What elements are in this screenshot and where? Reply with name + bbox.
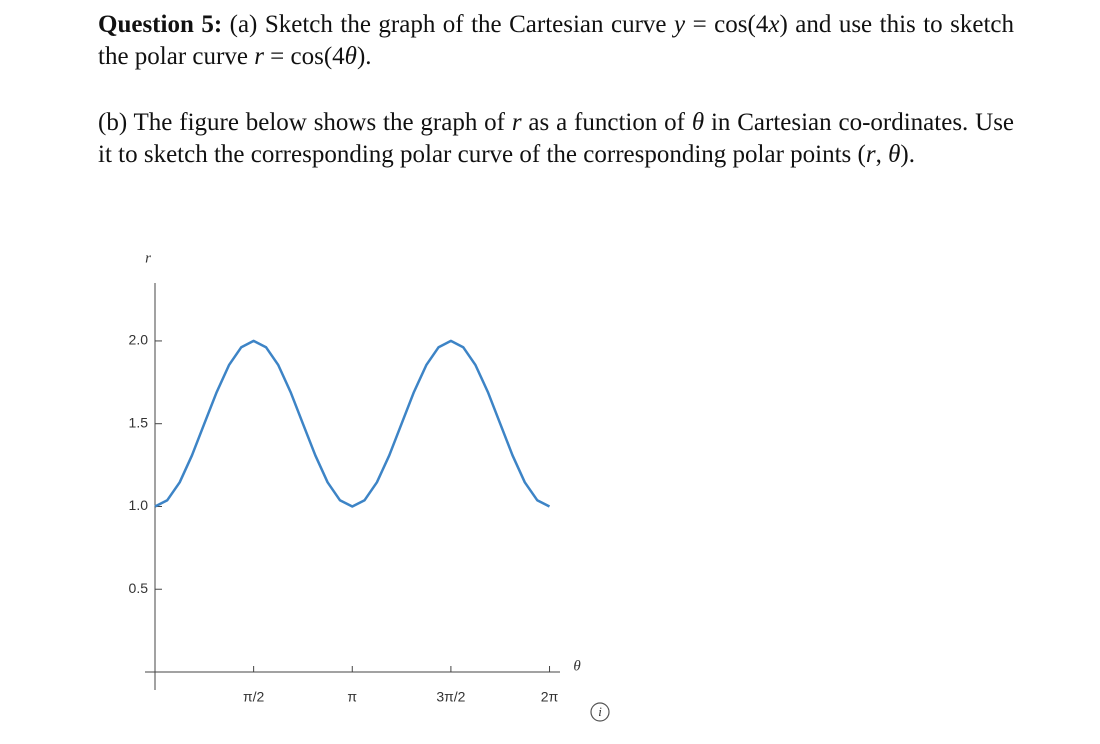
question-label: Question 5:: [98, 11, 223, 38]
math-symbol: θ: [344, 43, 357, 70]
y-axis-label: r: [145, 250, 151, 266]
part-b: (b) The figure below shows the graph of …: [98, 107, 1014, 171]
text-segment: = cos(4: [685, 11, 769, 38]
x-axis-label: θ: [573, 658, 581, 674]
x-tick-label: π: [347, 689, 357, 705]
math-symbol: r: [511, 109, 522, 136]
y-tick-label: 0.5: [129, 580, 149, 596]
math-symbol: r: [254, 43, 264, 70]
math-symbol: r: [865, 141, 876, 168]
math-symbol: y: [674, 11, 686, 38]
math-symbol: θ: [691, 109, 705, 136]
x-tick-label: 3π/2: [436, 689, 465, 705]
curve: [154, 339, 551, 508]
text-segment: (a) Sketch the graph of the Cartesian cu…: [229, 11, 675, 38]
part-a: Question 5: (a) Sketch the graph of the …: [98, 9, 1014, 73]
text-segment: = cos(4: [263, 43, 345, 70]
math-symbol: θ: [888, 141, 901, 168]
text-segment: (b) The figure below shows the graph of: [98, 109, 512, 136]
x-tick-label: 2π: [541, 689, 559, 705]
text-segment: ,: [875, 141, 889, 168]
text-segment: ).: [356, 43, 372, 70]
text-segment: in Cartesian co-ordinates. Use it to ske…: [98, 109, 1015, 168]
text-segment: as a function of: [521, 109, 692, 136]
text-segment: ).: [900, 141, 915, 168]
text-segment: ) and use this to sketch the polar curve: [98, 11, 1015, 70]
x-tick-label: π/2: [243, 689, 265, 705]
y-tick-label: 2.0: [129, 332, 149, 348]
y-tick-label: 1.0: [129, 497, 149, 513]
info-icon-text[interactable]: i: [598, 704, 602, 719]
math-symbol: x: [768, 11, 780, 38]
y-tick-label: 1.5: [129, 414, 149, 430]
info-icon[interactable]: [590, 702, 610, 722]
